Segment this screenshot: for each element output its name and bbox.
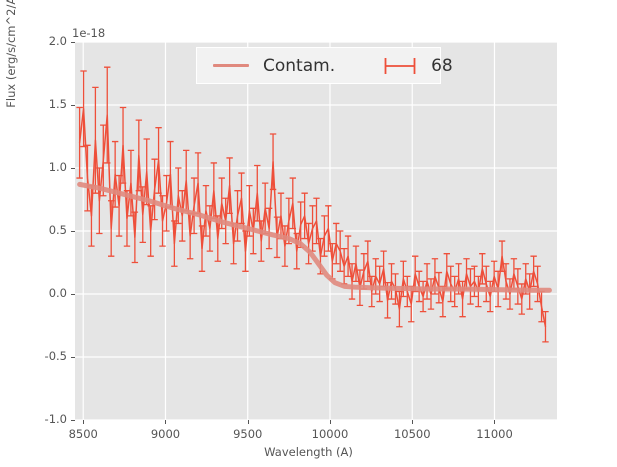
x-tick-mark	[165, 420, 167, 424]
y-tick-mark	[71, 357, 75, 358]
y-tick-mark	[71, 42, 75, 43]
legend-errorbar-swatch-series	[384, 57, 416, 74]
x-tick-label: 10500	[393, 427, 431, 441]
y-tick-label: 0.5	[48, 223, 67, 237]
y-tick-label: 2.0	[48, 34, 67, 48]
x-tick-mark	[494, 420, 496, 424]
legend-line-swatch-contam	[213, 64, 249, 67]
x-tick-label: 9000	[150, 427, 181, 441]
x-tick-mark	[83, 420, 85, 424]
x-tick-mark	[247, 420, 249, 424]
x-tick-mark	[412, 420, 414, 424]
x-tick-label: 8500	[68, 427, 98, 441]
y-tick-mark	[71, 294, 75, 295]
legend[interactable]: Contam. 68	[196, 47, 453, 84]
y-tick-mark	[71, 231, 75, 232]
y-tick-label: 1.5	[48, 97, 67, 111]
data-layer	[76, 66, 552, 343]
y-tick-label: 0.0	[48, 286, 67, 300]
y-tick-label: -1.0	[44, 412, 67, 426]
y-tick-label: 1.0	[48, 160, 67, 174]
x-tick-label: 10000	[311, 427, 349, 441]
x-axis-label: Wavelength (A)	[264, 445, 353, 459]
y-tick-mark	[71, 168, 75, 169]
y-axis-label-wrap: Flux (erg/s/cm^2/A)	[4, 0, 38, 467]
y-tick-mark	[71, 420, 75, 421]
plot-area	[75, 42, 557, 420]
y-axis-offset-label: 1e-18	[72, 26, 106, 40]
legend-entry-contam[interactable]: Contam.	[213, 56, 335, 76]
x-tick-mark	[329, 420, 331, 424]
x-tick-label: 11000	[476, 427, 513, 441]
legend-label-contam: Contam.	[263, 55, 336, 76]
legend-entry-series[interactable]: 68	[383, 56, 453, 76]
y-axis-label: Flux (erg/s/cm^2/A)	[4, 0, 18, 108]
y-tick-label: -0.5	[44, 349, 67, 363]
x-tick-label: 9500	[233, 427, 263, 441]
y-tick-mark	[71, 105, 75, 106]
legend-label-series: 68	[431, 55, 453, 76]
